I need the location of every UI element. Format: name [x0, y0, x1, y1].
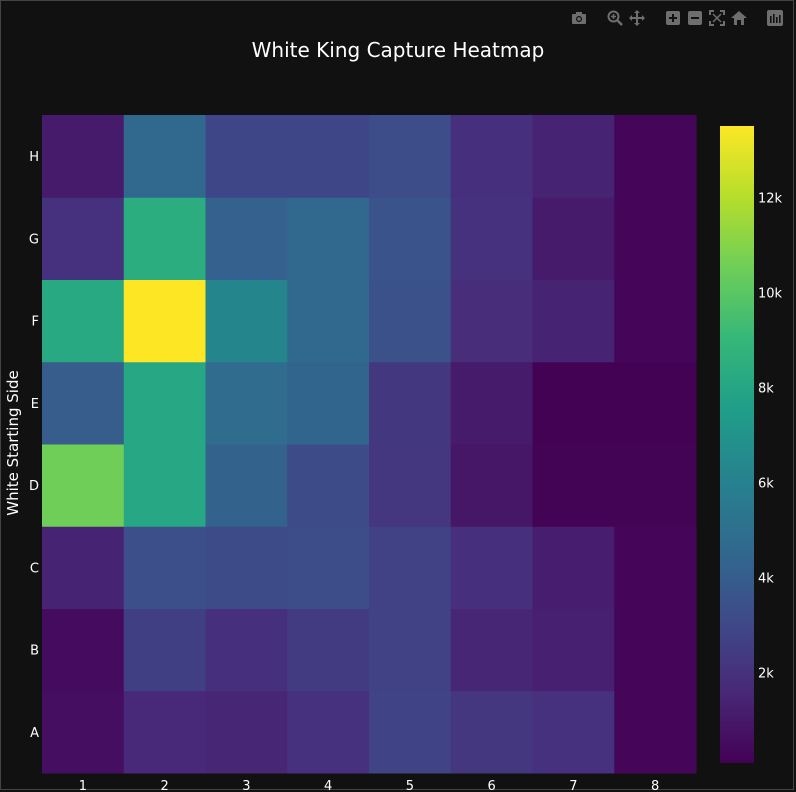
heatmap-cell-H7[interactable]	[532, 115, 615, 198]
heatmap-cell-C7[interactable]	[532, 526, 615, 609]
heatmap-cell-G7[interactable]	[532, 197, 615, 280]
chart-title: White King Capture Heatmap	[251, 38, 545, 62]
x-tick-label: 5	[406, 779, 414, 792]
x-tick-label: 1	[79, 779, 87, 792]
heatmap-cell-B5[interactable]	[369, 608, 452, 692]
heatmap-cell-G5[interactable]	[369, 197, 452, 280]
heatmap-cell-F8[interactable]	[614, 279, 697, 363]
heatmap-cell-F3[interactable]	[205, 279, 288, 363]
x-tick-label: 7	[569, 779, 577, 792]
y-tick-label: E	[31, 397, 39, 412]
colorbar-tick-label: 6k	[758, 477, 774, 492]
heatmap-cell-B3[interactable]	[205, 608, 288, 692]
y-tick-label: G	[29, 232, 39, 247]
x-tick-label: 2	[160, 779, 168, 792]
heatmap-cell-G1[interactable]	[42, 197, 125, 280]
heatmap-cell-E1[interactable]	[42, 361, 125, 445]
colorbar-tick-label: 10k	[758, 286, 783, 301]
heatmap-cell-H1[interactable]	[42, 115, 125, 198]
y-tick-label: F	[32, 315, 39, 330]
heatmap-cell-F6[interactable]	[450, 279, 533, 363]
heatmap-cell-D6[interactable]	[450, 444, 533, 527]
heatmap-cell-A5[interactable]	[369, 690, 452, 774]
plotly-logo-icon[interactable]	[764, 8, 786, 28]
heatmap-cell-E3[interactable]	[205, 361, 288, 445]
heatmap-cell-C3[interactable]	[205, 526, 288, 609]
colorbar-tick-label: 8k	[758, 381, 774, 396]
colorbar-tick-label: 2k	[758, 667, 774, 682]
heatmap-cell-H3[interactable]	[205, 115, 288, 198]
heatmap-cell-D1[interactable]	[42, 444, 125, 527]
y-tick-label: C	[30, 561, 39, 576]
heatmap-cell-C1[interactable]	[42, 526, 125, 609]
colorbar-tick-label: 12k	[758, 191, 783, 206]
heatmap-cell-E8[interactable]	[614, 361, 697, 445]
heatmap-cell-G4[interactable]	[287, 197, 370, 280]
heatmap-cell-B7[interactable]	[532, 608, 615, 692]
y-tick-label: B	[30, 644, 39, 659]
x-tick-label: 6	[487, 779, 495, 792]
heatmap-cell-C6[interactable]	[450, 526, 533, 609]
heatmap-cell-D8[interactable]	[614, 444, 697, 527]
heatmap-cell-F7[interactable]	[532, 279, 615, 363]
y-tick-label: A	[30, 726, 39, 741]
heatmap-cell-F4[interactable]	[287, 279, 370, 363]
heatmap-cell-H4[interactable]	[287, 115, 370, 198]
heatmap-cell-C4[interactable]	[287, 526, 370, 609]
heatmap-cell-H8[interactable]	[614, 115, 697, 198]
heatmap-cell-D5[interactable]	[369, 444, 452, 527]
heatmap-cell-D4[interactable]	[287, 444, 370, 527]
modebar	[554, 8, 786, 28]
heatmap-cell-D7[interactable]	[532, 444, 615, 527]
x-tick-label: 3	[242, 779, 250, 792]
heatmap-cell-G3[interactable]	[205, 197, 288, 280]
heatmap-cell-D3[interactable]	[205, 444, 288, 527]
x-tick-label: 8	[651, 779, 659, 792]
heatmap-cell-B2[interactable]	[123, 608, 206, 692]
heatmap-cell-H2[interactable]	[123, 115, 206, 198]
heatmap-cell-E6[interactable]	[450, 361, 533, 445]
heatmap-cell-F2[interactable]	[123, 279, 206, 363]
heatmap-cell-G2[interactable]	[123, 197, 206, 280]
heatmap-cell-H5[interactable]	[369, 115, 452, 198]
heatmap-cell-A4[interactable]	[287, 690, 370, 774]
heatmap-cell-A7[interactable]	[532, 690, 615, 774]
heatmap-cell-A2[interactable]	[123, 690, 206, 774]
heatmap-cell-B6[interactable]	[450, 608, 533, 692]
heatmap-cell-G6[interactable]	[450, 197, 533, 280]
home-icon[interactable]	[728, 8, 750, 28]
heatmap-cell-D2[interactable]	[123, 444, 206, 527]
camera-icon[interactable]	[568, 8, 590, 28]
zoom-out-icon[interactable]	[684, 8, 706, 28]
heatmap-cell-F1[interactable]	[42, 279, 125, 363]
heatmap-cell-A6[interactable]	[450, 690, 533, 774]
colorbar-tick-label: 4k	[758, 572, 774, 587]
y-tick-label: H	[29, 150, 39, 165]
heatmap-cell-C5[interactable]	[369, 526, 452, 609]
heatmap-cell-F5[interactable]	[369, 279, 452, 363]
zoom-icon[interactable]	[604, 8, 626, 28]
heatmap-cell-E4[interactable]	[287, 361, 370, 445]
zoom-in-icon[interactable]	[662, 8, 684, 28]
y-tick-label: D	[29, 479, 39, 494]
heatmap-cell-B4[interactable]	[287, 608, 370, 692]
heatmap-cell-A3[interactable]	[205, 690, 288, 774]
heatmap-cell-G8[interactable]	[614, 197, 697, 280]
heatmap-cell-C8[interactable]	[614, 526, 697, 609]
heatmap-cell-H6[interactable]	[450, 115, 533, 198]
heatmap-cell-E2[interactable]	[123, 361, 206, 445]
heatmap-cell-E7[interactable]	[532, 361, 615, 445]
heatmap-cell-A1[interactable]	[42, 690, 125, 774]
colorbar	[720, 126, 754, 763]
pan-icon[interactable]	[626, 8, 648, 28]
heatmap-cell-A8[interactable]	[614, 690, 697, 774]
heatmap-cell-B8[interactable]	[614, 608, 697, 692]
heatmap-cell-C2[interactable]	[123, 526, 206, 609]
heatmap-cell-E5[interactable]	[369, 361, 452, 445]
autoscale-icon[interactable]	[706, 8, 728, 28]
heatmap-cell-B1[interactable]	[42, 608, 125, 692]
x-tick-label: 4	[324, 779, 332, 792]
